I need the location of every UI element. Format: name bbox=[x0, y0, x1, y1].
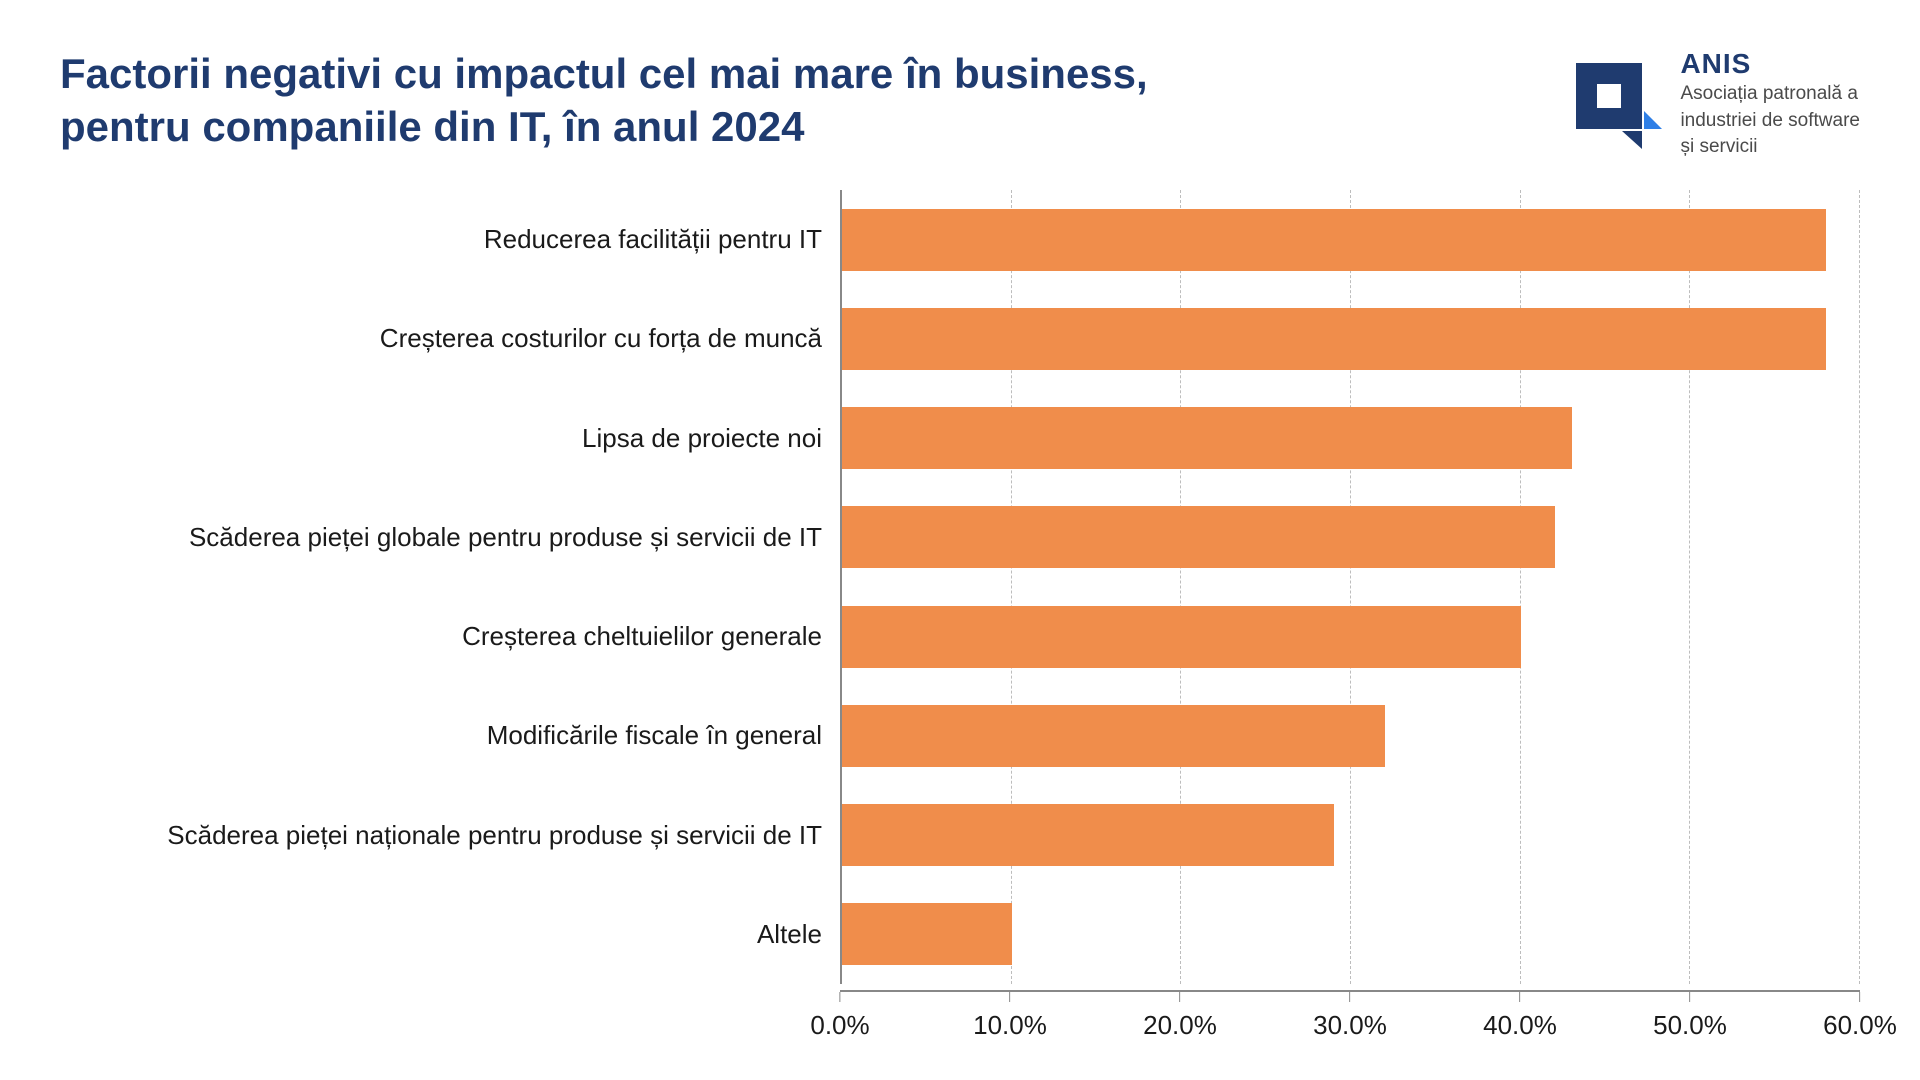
bar-row bbox=[842, 903, 1860, 965]
bar-row bbox=[842, 407, 1860, 469]
logo-text: ANIS Asociația patronală a industriei de… bbox=[1680, 48, 1860, 160]
logo: ANIS Asociația patronală a industriei de… bbox=[1572, 48, 1860, 160]
logo-subtitle-3: și servicii bbox=[1680, 135, 1860, 160]
x-tick: 30.0% bbox=[1313, 992, 1387, 1041]
bar bbox=[842, 804, 1334, 866]
header: Factorii negativi cu impactul cel mai ma… bbox=[60, 48, 1860, 160]
y-axis-label: Altele bbox=[60, 919, 822, 950]
x-tick-label: 0.0% bbox=[810, 1010, 869, 1041]
y-axis-label: Scăderea pieței globale pentru produse ș… bbox=[60, 522, 822, 553]
x-tick: 0.0% bbox=[810, 992, 869, 1041]
bar bbox=[842, 407, 1572, 469]
logo-subtitle-2: industriei de software bbox=[1680, 109, 1860, 134]
x-tick: 40.0% bbox=[1483, 992, 1557, 1041]
x-tick-label: 50.0% bbox=[1653, 1010, 1727, 1041]
x-tick-label: 20.0% bbox=[1143, 1010, 1217, 1041]
plot-region: Reducerea facilității pentru IT Creșterea… bbox=[60, 190, 1860, 984]
y-axis-labels: Reducerea facilității pentru IT Creșterea… bbox=[60, 190, 840, 984]
x-tick-mark bbox=[1179, 992, 1180, 1002]
x-tick-mark bbox=[1009, 992, 1010, 1002]
bar bbox=[842, 308, 1826, 370]
bars bbox=[842, 190, 1860, 984]
plot bbox=[840, 190, 1860, 984]
x-tick: 10.0% bbox=[973, 992, 1047, 1041]
chart-title: Factorii negativi cu impactul cel mai ma… bbox=[60, 48, 1260, 153]
y-axis-label: Creșterea cheltuielilor generale bbox=[60, 621, 822, 652]
y-axis-label: Modificările fiscale în general bbox=[60, 720, 822, 751]
logo-icon bbox=[1572, 59, 1662, 149]
bar bbox=[842, 903, 1012, 965]
bar bbox=[842, 506, 1555, 568]
bar-row bbox=[842, 209, 1860, 271]
x-tick: 50.0% bbox=[1653, 992, 1727, 1041]
x-tick-mark bbox=[1859, 992, 1860, 1002]
logo-subtitle-1: Asociația patronală a bbox=[1680, 82, 1860, 107]
x-tick-mark bbox=[1689, 992, 1690, 1002]
x-tick: 20.0% bbox=[1143, 992, 1217, 1041]
x-tick-mark bbox=[1349, 992, 1350, 1002]
bar-row bbox=[842, 308, 1860, 370]
y-axis-label: Reducerea facilității pentru IT bbox=[60, 224, 822, 255]
logo-name: ANIS bbox=[1680, 48, 1860, 80]
bar-row bbox=[842, 506, 1860, 568]
bar bbox=[842, 705, 1385, 767]
x-tick-label: 40.0% bbox=[1483, 1010, 1557, 1041]
bar-row bbox=[842, 705, 1860, 767]
bar bbox=[842, 606, 1521, 668]
x-axis-spacer bbox=[60, 990, 840, 1040]
x-tick-mark bbox=[839, 992, 840, 1002]
x-tick-label: 30.0% bbox=[1313, 1010, 1387, 1041]
y-axis-label: Creșterea costurilor cu forța de muncă bbox=[60, 323, 822, 354]
y-axis-label: Lipsa de proiecte noi bbox=[60, 423, 822, 454]
x-tick: 60.0% bbox=[1823, 992, 1897, 1041]
bar-row bbox=[842, 804, 1860, 866]
x-axis: 0.0%10.0%20.0%30.0%40.0%50.0%60.0% bbox=[60, 990, 1860, 1040]
x-tick-mark bbox=[1519, 992, 1520, 1002]
chart-area: Reducerea facilității pentru IT Creșterea… bbox=[60, 190, 1860, 1040]
x-tick-label: 60.0% bbox=[1823, 1010, 1897, 1041]
y-axis-label: Scăderea pieței naționale pentru produse… bbox=[60, 820, 822, 851]
x-axis-ticks: 0.0%10.0%20.0%30.0%40.0%50.0%60.0% bbox=[840, 990, 1860, 1040]
bar-row bbox=[842, 606, 1860, 668]
bar bbox=[842, 209, 1826, 271]
chart-container: Factorii negativi cu impactul cel mai ma… bbox=[0, 0, 1920, 1080]
x-tick-label: 10.0% bbox=[973, 1010, 1047, 1041]
